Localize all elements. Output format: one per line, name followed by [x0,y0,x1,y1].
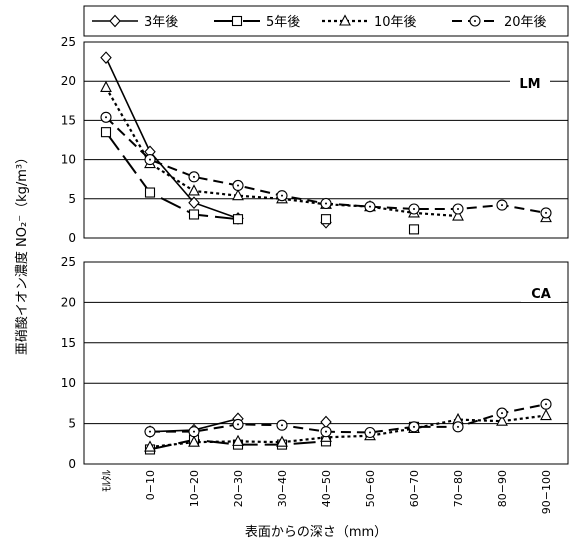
panel-lm: 0 5 10 15 20 25 LM [61,35,569,245]
series-line [150,403,547,434]
series-4 [144,398,552,439]
series-line [105,57,239,220]
legend-label: 10年後 [374,15,417,30]
y-tick-label: 20 [61,74,76,88]
data-point [496,414,508,426]
legend-item: 10年後 [322,14,417,30]
y-tick-label: 10 [61,376,76,390]
series-2 [100,127,420,235]
x-tick-label: 90−100 [540,470,553,514]
legend-label: 5年後 [266,15,300,30]
series-4 [100,111,552,219]
y-tick-label: 15 [61,336,76,350]
data-point [232,188,244,201]
legend: 3年後 5年後 10年後 20年後 [83,5,569,37]
x-tick-label: 60−70 [408,470,421,507]
x-tick-label: 0−10 [144,470,157,500]
x-axis: ﾓﾙﾀﾙ 0−10 10−20 20−30 30−40 40−50 50−60 60−70 70… [100,470,553,515]
data-point [452,209,464,221]
y-tick-label: 0 [68,231,76,245]
y-tick-label: 5 [68,417,76,431]
data-point [188,196,200,210]
x-tick-label: 30−40 [276,470,289,507]
series-line [149,414,547,449]
data-point [188,209,200,220]
data-point [144,187,156,198]
y-tick-label: 15 [61,113,76,127]
x-tick-label: 10−20 [188,470,201,507]
panel-label-lm: LM [519,77,540,92]
data-point [100,80,112,93]
x-axis-label: 表面からの深さ（mm） [245,525,387,540]
x-tick-label: 20−30 [232,470,245,507]
data-point [144,440,156,452]
x-tick-label: 70−80 [452,470,465,507]
series-line [105,131,239,221]
data-point [232,214,244,225]
data-point [232,434,244,446]
data-point [100,51,112,64]
data-point [408,224,420,235]
legend-label: 20年後 [504,15,547,30]
y-tick-label: 5 [68,192,76,206]
x-tick-label: ﾓﾙﾀﾙ [100,470,113,492]
panel-label-ca: CA [531,287,551,302]
triangle-icon [339,14,351,26]
data-point [100,127,112,138]
legend-item: 20年後 [452,15,547,30]
y-tick-label: 10 [61,153,76,167]
y-tick-label: 25 [61,35,76,49]
y-tick-label: 25 [61,255,76,269]
panel-ca: 0 5 10 15 20 25 CA [61,255,569,471]
data-point [188,184,200,196]
data-point [276,435,288,447]
x-tick-label: 80−90 [496,470,509,507]
x-tick-label: 40−50 [320,470,333,507]
y-axis-label: 亜硝酸イオン濃度 NO₂⁻（kg/m³） [14,151,30,355]
data-point [320,214,332,225]
data-point [188,435,200,447]
legend-item: 5年後 [214,15,300,30]
square-icon [231,15,243,27]
legend-item: 3年後 [92,14,178,30]
data-point [540,408,552,421]
legend-label: 3年後 [144,15,178,30]
x-tick-label: 50−60 [364,470,377,507]
y-tick-label: 0 [68,457,76,471]
y-tick-label: 20 [61,295,76,309]
diamond-icon [109,14,121,28]
